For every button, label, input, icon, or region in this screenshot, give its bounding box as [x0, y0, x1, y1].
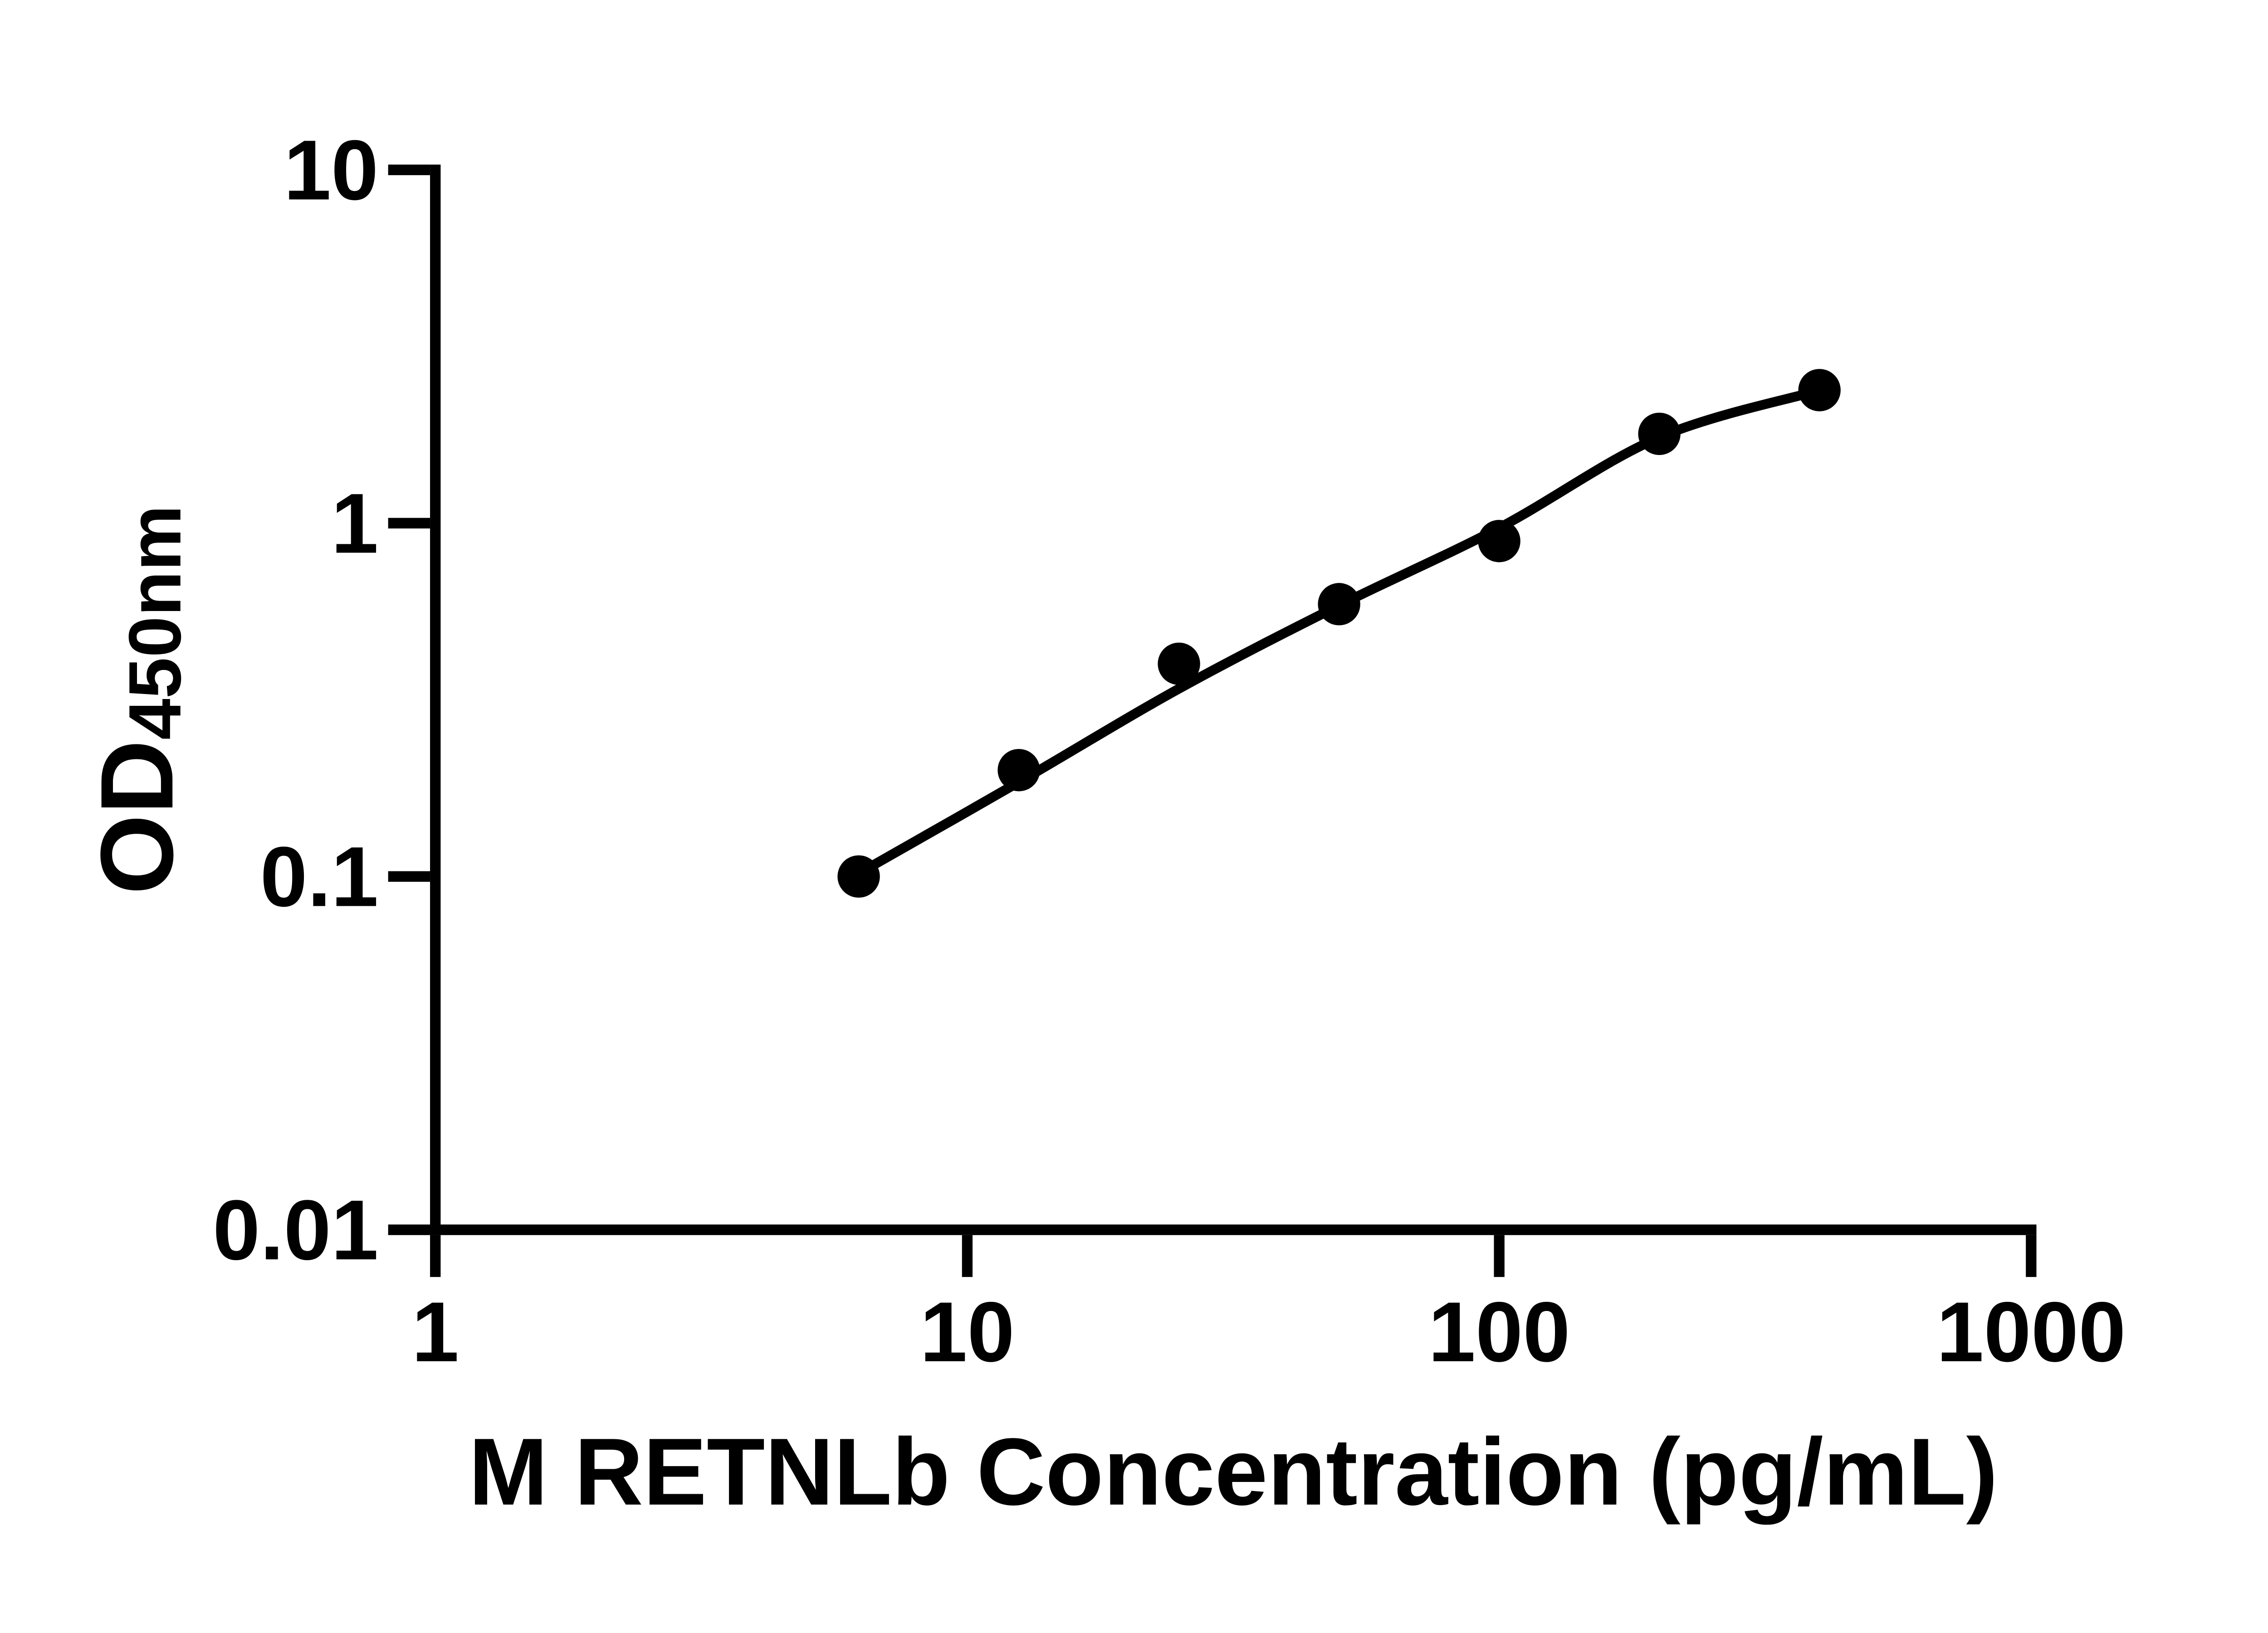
y-tick-label: 0.01 [213, 1182, 378, 1277]
y-tick [388, 518, 430, 529]
y-tick-label: 1 [331, 476, 378, 571]
x-tick-label: 1000 [1936, 1284, 2126, 1379]
fit-curve-line [854, 386, 1824, 879]
y-tick-label: 10 [284, 122, 379, 218]
x-axis-title: M RETNLb Concentration (pg/mL) [469, 1418, 1998, 1525]
x-tick-label: 10 [920, 1284, 1015, 1379]
y-tick-label: 0.1 [260, 829, 378, 924]
y-axis-title-subscript: 450nm [113, 505, 196, 740]
data-point-marker [1318, 583, 1360, 626]
data-point-marker [997, 749, 1040, 792]
x-tick [1494, 1235, 1505, 1277]
y-tick [388, 164, 430, 176]
x-tick [962, 1235, 973, 1277]
data-point-marker [1638, 412, 1681, 455]
data-point-marker [1798, 369, 1841, 411]
x-tick [2026, 1235, 2037, 1277]
data-point-marker [1158, 642, 1200, 685]
data-point-marker [837, 855, 880, 898]
x-tick [430, 1235, 441, 1277]
x-tick-label: 100 [1428, 1284, 1570, 1379]
y-tick [388, 1224, 430, 1235]
x-axis-line [430, 1224, 2037, 1235]
y-axis-line [430, 164, 441, 1235]
y-axis-title: OD450nm [79, 505, 196, 895]
y-axis-title-main: OD [79, 740, 195, 895]
x-tick-label: 1 [412, 1284, 459, 1379]
data-point-marker [1478, 520, 1520, 562]
y-tick [388, 871, 430, 882]
